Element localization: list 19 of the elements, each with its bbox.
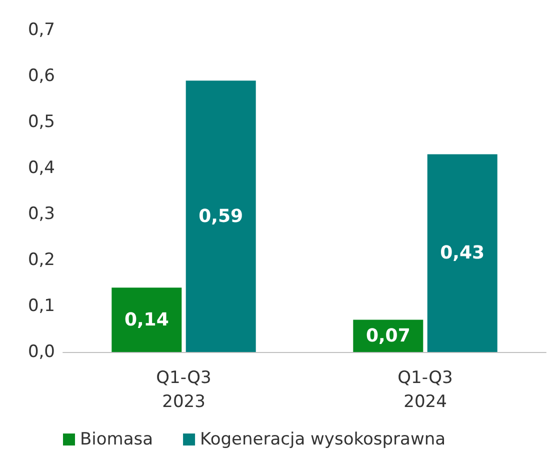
y-tick-label: 0,6 — [28, 66, 55, 86]
data-label: 0,07 — [366, 325, 410, 346]
y-tick-label: 0,0 — [28, 342, 55, 362]
data-label: 0,59 — [198, 206, 244, 227]
y-tick-label: 0,1 — [28, 296, 55, 316]
bar — [112, 288, 182, 352]
y-tick-label: 0,3 — [28, 204, 55, 224]
y-tick-label: 0,7 — [28, 20, 55, 40]
x-tick-label: Q1-Q3 2024 — [398, 368, 453, 412]
legend-label: Kogeneracja wysokosprawna — [200, 430, 446, 450]
y-tick-label: 0,2 — [28, 250, 55, 270]
bar — [186, 80, 256, 352]
data-label: 0,43 — [440, 242, 485, 264]
x-tick-label: Q1-Q3 2023 — [156, 368, 212, 412]
bar — [427, 154, 498, 352]
y-tick-label: 0,4 — [28, 158, 55, 178]
legend-label: Biomasa — [80, 430, 154, 450]
data-label: 0,14 — [124, 309, 169, 330]
y-tick-label: 0,5 — [28, 112, 55, 132]
